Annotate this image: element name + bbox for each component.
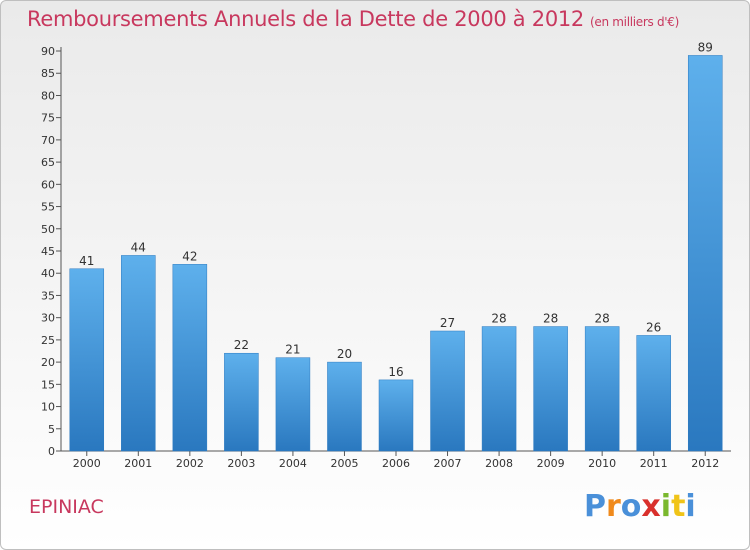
chart-subtitle: (en milliers d'€) bbox=[590, 15, 680, 29]
value-label: 27 bbox=[440, 316, 455, 330]
value-label: 28 bbox=[543, 312, 558, 326]
y-tick-label: 60 bbox=[41, 178, 55, 191]
value-label: 21 bbox=[285, 343, 300, 357]
value-label: 42 bbox=[182, 249, 197, 263]
place-name: EPINIAC bbox=[29, 496, 104, 518]
value-label: 41 bbox=[79, 254, 94, 268]
y-tick-label: 40 bbox=[41, 267, 55, 280]
data-labels: 41 44 42 22 21 20 16 27 28 28 28 26 89 bbox=[79, 40, 713, 378]
x-tick-label: 2006 bbox=[382, 457, 410, 470]
y-tick-label: 75 bbox=[41, 112, 55, 125]
logo-letter: i bbox=[660, 489, 672, 524]
bar bbox=[275, 357, 311, 452]
logo-letter: i bbox=[685, 489, 696, 524]
bar bbox=[69, 268, 105, 452]
y-tick-label: 45 bbox=[41, 245, 55, 258]
bar bbox=[584, 326, 620, 452]
y-tick-label: 70 bbox=[41, 134, 55, 147]
bar bbox=[378, 379, 414, 452]
y-tick-label: 25 bbox=[41, 334, 55, 347]
logo-letter: x bbox=[641, 489, 661, 524]
value-label: 28 bbox=[595, 312, 610, 326]
title-text: Remboursements Annuels de la Dette de 20… bbox=[27, 7, 584, 31]
logo-letter: o bbox=[620, 489, 642, 524]
y-tick-label: 50 bbox=[41, 223, 55, 236]
value-label: 89 bbox=[698, 40, 713, 54]
x-tick-label: 2003 bbox=[227, 457, 255, 470]
y-tick-label: 10 bbox=[41, 401, 55, 414]
x-tick-label: 2005 bbox=[330, 457, 358, 470]
x-tick-label: 2000 bbox=[73, 457, 101, 470]
value-label: 28 bbox=[491, 312, 506, 326]
chart-title: Remboursements Annuels de la Dette de 20… bbox=[27, 7, 679, 31]
y-tick-label: 35 bbox=[41, 289, 55, 302]
y-tick-label: 85 bbox=[41, 67, 55, 80]
x-tick-label: 2009 bbox=[537, 457, 565, 470]
x-tick-label: 2001 bbox=[124, 457, 152, 470]
y-tick-label: 5 bbox=[48, 423, 55, 436]
bar bbox=[687, 55, 723, 452]
value-label: 22 bbox=[234, 338, 249, 352]
bar bbox=[224, 352, 259, 452]
bars bbox=[69, 55, 723, 452]
value-label: 20 bbox=[337, 347, 352, 361]
axes: 0 5 10 15 20 25 30 35 40 45 50 55 60 65 70 75 80 85 90 2000… bbox=[41, 45, 731, 470]
logo-letter: t bbox=[671, 489, 686, 524]
bar bbox=[121, 255, 156, 452]
bar bbox=[636, 335, 671, 452]
y-tick-label: 15 bbox=[41, 378, 55, 391]
y-tick-label: 20 bbox=[41, 356, 55, 369]
value-label: 26 bbox=[646, 320, 661, 334]
x-tick-label: 2004 bbox=[279, 457, 307, 470]
x-tick-label: 2011 bbox=[640, 457, 668, 470]
y-tick-label: 90 bbox=[41, 45, 55, 58]
y-tick-label: 0 bbox=[48, 445, 55, 458]
y-tick-label: 30 bbox=[41, 312, 55, 325]
value-label: 16 bbox=[388, 365, 403, 379]
bar bbox=[533, 326, 568, 452]
proxiti-logo[interactable]: Proxiti bbox=[584, 489, 696, 524]
x-tick-label: 2012 bbox=[691, 457, 719, 470]
bar bbox=[430, 330, 465, 452]
x-tick-label: 2010 bbox=[588, 457, 616, 470]
bar bbox=[481, 326, 517, 452]
value-label: 44 bbox=[131, 240, 146, 254]
y-tick-label: 65 bbox=[41, 156, 55, 169]
x-tick-label: 2002 bbox=[176, 457, 204, 470]
logo-letter: P bbox=[584, 489, 606, 524]
y-tick-label: 80 bbox=[41, 89, 55, 102]
bar bbox=[172, 264, 208, 452]
x-tick-label: 2007 bbox=[434, 457, 462, 470]
y-tick-label: 55 bbox=[41, 201, 55, 214]
bar bbox=[327, 361, 362, 452]
logo-letter: r bbox=[606, 489, 621, 524]
x-tick-label: 2008 bbox=[485, 457, 513, 470]
